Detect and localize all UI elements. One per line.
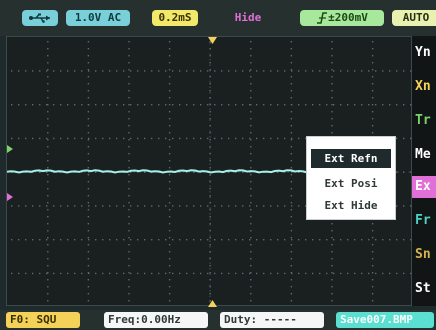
frequency-readout: Freq:0.00Hz	[104, 312, 208, 328]
status-bar: 1.0V AC 0.2mS Hide ±200mV AUTO	[0, 0, 436, 36]
trigger-level-marker	[7, 145, 13, 153]
trigger-time-marker	[208, 37, 217, 44]
side-item-st[interactable]: St	[415, 281, 431, 296]
duty-readout: Duty: -----	[220, 312, 324, 328]
usb-icon	[22, 10, 58, 26]
f0-waveform-setting[interactable]: F0: SQU	[6, 312, 80, 328]
bottom-time-marker	[208, 300, 217, 307]
trigger-level: ±200mV	[328, 11, 368, 24]
signal-trace	[7, 169, 308, 174]
side-item-ex[interactable]: Ex	[412, 176, 436, 198]
save-file-button[interactable]: Save007.BMP	[336, 312, 434, 328]
popup-item-ext-refn[interactable]: Ext Refn	[311, 149, 391, 168]
bottom-bar: F0: SQU Freq:0.00Hz Duty: ----- Save007.…	[0, 310, 436, 330]
channel-setting[interactable]: 1.0V AC	[66, 10, 130, 26]
timebase-setting[interactable]: 0.2mS	[152, 10, 198, 26]
popup-item-ext-hide[interactable]: Ext Hide	[324, 199, 378, 212]
side-item-fr[interactable]: Fr	[415, 213, 431, 228]
hide-label[interactable]: Hide	[234, 11, 262, 24]
ext-popup-menu: Ext Refn Ext Posi Ext Hide	[306, 136, 396, 220]
channel-ground-marker	[7, 193, 13, 201]
acquisition-mode[interactable]: AUTO	[392, 10, 436, 26]
side-item-yn[interactable]: Yn	[415, 45, 431, 60]
side-item-sn[interactable]: Sn	[415, 247, 431, 262]
side-item-xn[interactable]: Xn	[415, 79, 431, 94]
side-item-tr[interactable]: Tr	[415, 113, 431, 128]
popup-item-ext-posi[interactable]: Ext Posi	[324, 177, 378, 190]
rising-edge-icon	[316, 10, 328, 26]
trigger-setting[interactable]: ±200mV	[300, 10, 384, 26]
side-menu: Yn Xn Tr Me Ex Fr Sn St	[412, 36, 436, 306]
side-item-me[interactable]: Me	[415, 147, 431, 162]
